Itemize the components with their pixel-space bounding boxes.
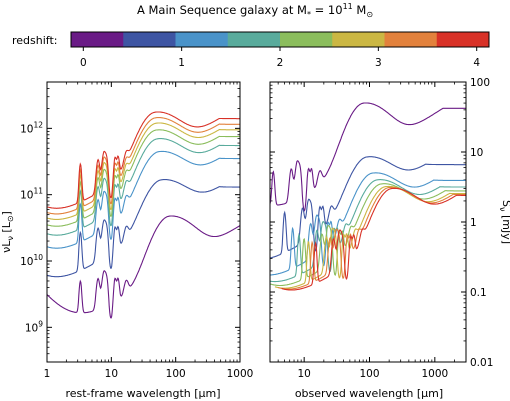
x-tick-label: 10	[105, 368, 118, 380]
y-tick-base: 10	[20, 256, 33, 268]
colorbar-tick-label: 3	[375, 57, 382, 69]
colorbar-label: redshift:	[12, 34, 58, 47]
x-tick-label: 100	[166, 368, 186, 380]
y-tick-label: 1011	[20, 187, 43, 202]
left-series-z5	[47, 122, 240, 220]
right-series-z0	[270, 102, 466, 212]
x-tick-label: 1	[44, 368, 51, 380]
colorbar-segment	[227, 32, 281, 47]
y-tick-label: 1012	[20, 120, 43, 135]
colorbar-segment	[436, 32, 490, 47]
y-tick-exponent: 9	[38, 319, 43, 328]
x-tick-label: 10	[297, 368, 310, 380]
right-series-z3	[270, 179, 466, 283]
right-series-z7	[281, 187, 466, 291]
x-tick-label: 100	[359, 368, 379, 380]
left-series-z2	[47, 150, 240, 249]
colorbar-segment	[384, 32, 438, 47]
right-ylabel: Sν [mJy]	[498, 200, 510, 244]
right-frame	[269, 81, 467, 363]
left-xlabel: rest-frame wavelength [μm]	[65, 387, 220, 400]
left-series-z6	[47, 117, 240, 215]
right-series-z5	[274, 185, 466, 289]
left-series-z7	[47, 111, 240, 209]
y-tick-base: 10	[20, 190, 33, 202]
y-tick-label: 1	[470, 217, 477, 229]
colorbar-tick-label: 2	[277, 57, 284, 69]
colorbar-segment	[332, 32, 385, 47]
y-tick-exponent: 10	[33, 253, 43, 262]
colorbar-segment	[71, 32, 124, 47]
right-series-group	[270, 102, 466, 291]
left-series-z4	[47, 129, 240, 227]
y-tick-label: 109	[25, 319, 43, 334]
right-panel: 10 100 1000 100 10 1 0.1 0.01	[269, 77, 493, 380]
y-tick-label: 0.01	[470, 357, 493, 369]
colorbar-tick-label: 1	[178, 57, 185, 69]
right-series-z1	[270, 156, 466, 259]
x-tick-label: 1000	[421, 368, 448, 380]
y-tick-exponent: 12	[33, 120, 43, 129]
left-series-z3	[47, 138, 240, 236]
left-series-group	[47, 111, 240, 319]
colorbar-segment	[175, 32, 229, 47]
left-series-z0	[47, 215, 240, 319]
left-ylabel: νLν [L⊙]	[0, 211, 15, 253]
colorbar-tick-label: 0	[80, 57, 87, 69]
y-tick-exponent: 11	[33, 187, 43, 196]
colorbar-tick-label: 4	[473, 57, 480, 69]
colorbar-segment	[280, 32, 333, 47]
y-tick-base: 10	[20, 123, 33, 135]
right-xlabel: observed wavelength [μm]	[295, 387, 443, 400]
chart-title: A Main Sequence galaxy at M* = 1011 M⊙	[137, 2, 373, 19]
y-tick-label: 10	[470, 147, 483, 159]
right-series-z4	[270, 183, 466, 287]
x-tick-label: 1000	[227, 368, 254, 380]
left-series-z1	[47, 179, 240, 278]
colorbar-segment	[123, 32, 176, 47]
right-series-z6	[278, 186, 466, 290]
y-tick-base: 10	[25, 322, 38, 334]
y-tick-label: 1010	[20, 253, 43, 268]
colorbar: 0 1 2 3 4	[70, 31, 490, 69]
y-tick-label: 0.1	[470, 287, 487, 299]
y-tick-label: 100	[470, 77, 490, 89]
left-frame	[46, 81, 241, 363]
